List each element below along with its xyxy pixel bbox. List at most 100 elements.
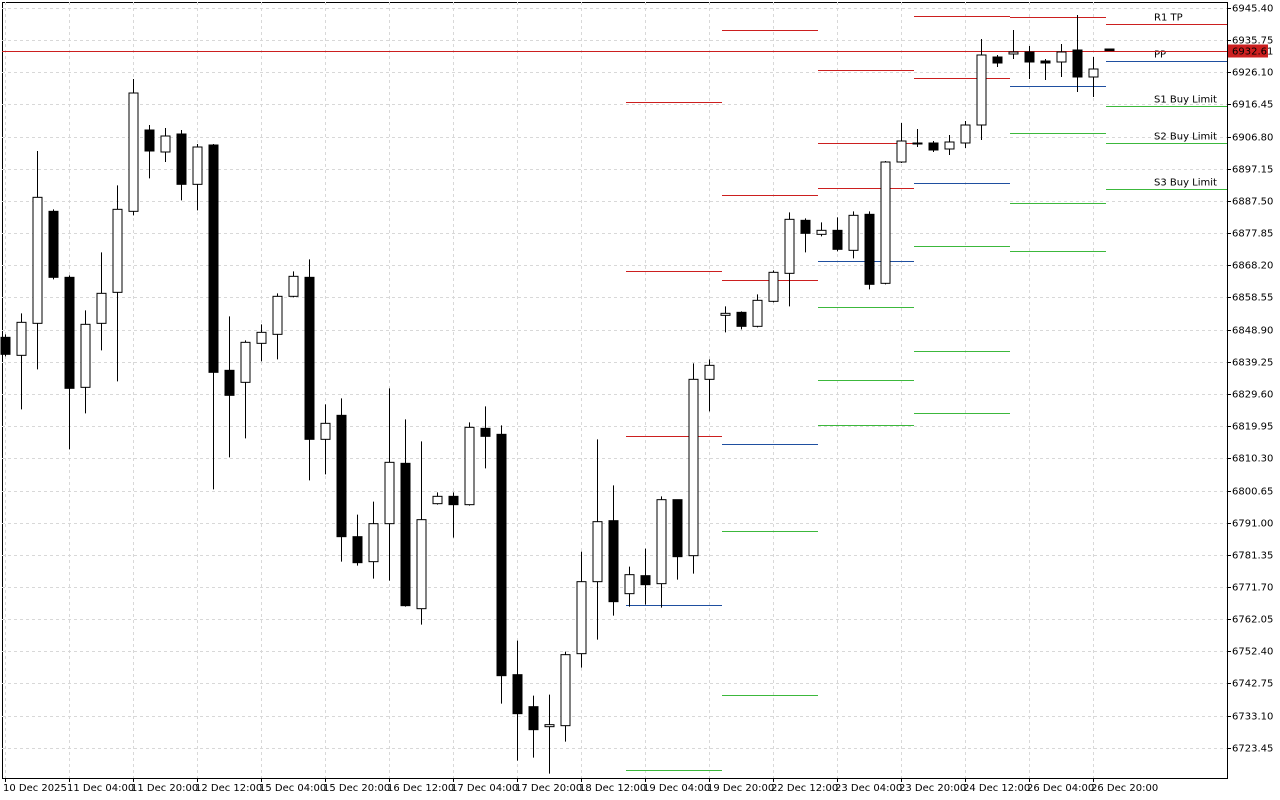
pivot-label: PP <box>1154 50 1166 61</box>
y-tick-label: 6819.95 <box>1232 422 1273 433</box>
x-tick-label: 17 Dec 04:00 <box>451 783 518 794</box>
candle-body <box>192 146 203 185</box>
candle-body <box>880 161 891 284</box>
candle-body <box>144 129 155 152</box>
candle-body <box>64 276 75 389</box>
candle-body <box>512 674 523 715</box>
candle-body <box>704 364 715 380</box>
candle-body <box>944 141 955 150</box>
candle-body <box>896 140 907 163</box>
x-tick-label: 18 Dec 12:00 <box>579 783 646 794</box>
candle-body <box>224 369 235 396</box>
candle-body <box>240 341 251 383</box>
candle-body <box>256 331 267 344</box>
candle-body <box>432 495 443 505</box>
candle-body <box>160 135 171 153</box>
y-tick-label: 6752.40 <box>1232 647 1273 658</box>
y-tick-label: 6848.90 <box>1232 326 1273 337</box>
candle-body <box>752 299 763 327</box>
x-tick-label: 11 Dec 20:00 <box>131 783 198 794</box>
candle-body <box>672 499 683 558</box>
candle-body <box>1008 51 1019 55</box>
candle-body <box>768 271 779 302</box>
candle-body <box>80 323 91 388</box>
pivot-label: S2 Buy Limit <box>1154 132 1217 143</box>
y-tick-label: 6762.05 <box>1232 615 1273 626</box>
y-tick-label: 6829.60 <box>1232 390 1273 401</box>
x-tick-label: 19 Dec 04:00 <box>643 783 710 794</box>
candle-body <box>368 523 379 563</box>
x-tick-label: 12 Dec 12:00 <box>195 783 262 794</box>
candle-body <box>560 654 571 727</box>
candle-body <box>208 144 219 373</box>
candle-body <box>464 426 475 506</box>
x-tick-label: 23 Dec 20:00 <box>899 783 966 794</box>
candle-body <box>912 142 923 145</box>
x-tick-label: 26 Dec 20:00 <box>1091 783 1158 794</box>
x-tick-label: 11 Dec 04:00 <box>67 783 134 794</box>
y-tick-label: 6742.75 <box>1232 679 1273 690</box>
pivot-label: S3 Buy Limit <box>1154 178 1217 189</box>
candle-body <box>976 54 987 126</box>
candle-body <box>608 520 619 603</box>
candle-body <box>176 133 187 185</box>
candle-body <box>336 414 347 538</box>
y-tick-label: 6906.80 <box>1232 133 1273 144</box>
x-tick-label: 10 Dec 2025 <box>3 783 67 794</box>
candle-body <box>480 427 491 437</box>
candle-body <box>1040 60 1051 64</box>
x-tick-label: 17 Dec 20:00 <box>515 783 582 794</box>
pivot-label: R1 TP <box>1154 13 1183 24</box>
y-tick-label: 6877.85 <box>1232 229 1273 240</box>
x-tick-label: 22 Dec 12:00 <box>771 783 838 794</box>
candle-body <box>128 92 139 212</box>
candle-body <box>544 724 555 728</box>
y-tick-label: 6926.10 <box>1232 68 1273 79</box>
candle-body <box>448 495 459 506</box>
candle-body <box>592 521 603 583</box>
candle-body <box>288 275 299 297</box>
candle-body <box>416 519 427 610</box>
y-tick-label: 6723.45 <box>1232 744 1273 755</box>
candle-body <box>96 292 107 324</box>
y-tick-label: 6771.70 <box>1232 583 1273 594</box>
candle-body <box>848 214 859 251</box>
y-tick-label: 6868.20 <box>1232 261 1273 272</box>
candle-body <box>960 124 971 144</box>
candle-body <box>784 218 795 274</box>
candle-body <box>496 433 507 677</box>
candle-body <box>112 208 123 293</box>
x-tick-label: 26 Dec 04:00 <box>1027 783 1094 794</box>
x-tick-label: 19 Dec 20:00 <box>707 783 774 794</box>
last-price-tag <box>1228 44 1268 58</box>
last-price-label: 6932.61 <box>1232 47 1273 58</box>
candle-body <box>624 574 635 595</box>
candle-body <box>992 56 1003 64</box>
candle-body <box>320 422 331 440</box>
candle-body <box>32 196 43 324</box>
candle-body <box>864 213 875 285</box>
y-tick-label: 6791.00 <box>1232 519 1273 530</box>
candle-body <box>400 462 411 607</box>
pivot-label: S1 Buy Limit <box>1154 95 1217 106</box>
candle-body <box>832 229 843 250</box>
candle-body <box>0 336 11 355</box>
candle-body <box>16 321 27 356</box>
x-tick-label: 23 Dec 04:00 <box>835 783 902 794</box>
candle-body <box>736 311 747 327</box>
y-tick-label: 6733.10 <box>1232 712 1273 723</box>
candle-body <box>304 276 315 440</box>
candle-body <box>656 499 667 585</box>
y-tick-label: 6800.65 <box>1232 487 1273 498</box>
y-tick-label: 6839.25 <box>1232 358 1273 369</box>
y-tick-label: 6858.55 <box>1232 293 1273 304</box>
y-tick-label: 6945.40 <box>1232 4 1273 15</box>
candle-body <box>640 575 651 586</box>
candle-body <box>384 461 395 525</box>
candle-body <box>528 706 539 731</box>
candle-body <box>1072 49 1083 78</box>
candle-body <box>48 210 59 278</box>
y-tick-label: 6887.50 <box>1232 197 1273 208</box>
x-tick-label: 15 Dec 20:00 <box>323 783 390 794</box>
